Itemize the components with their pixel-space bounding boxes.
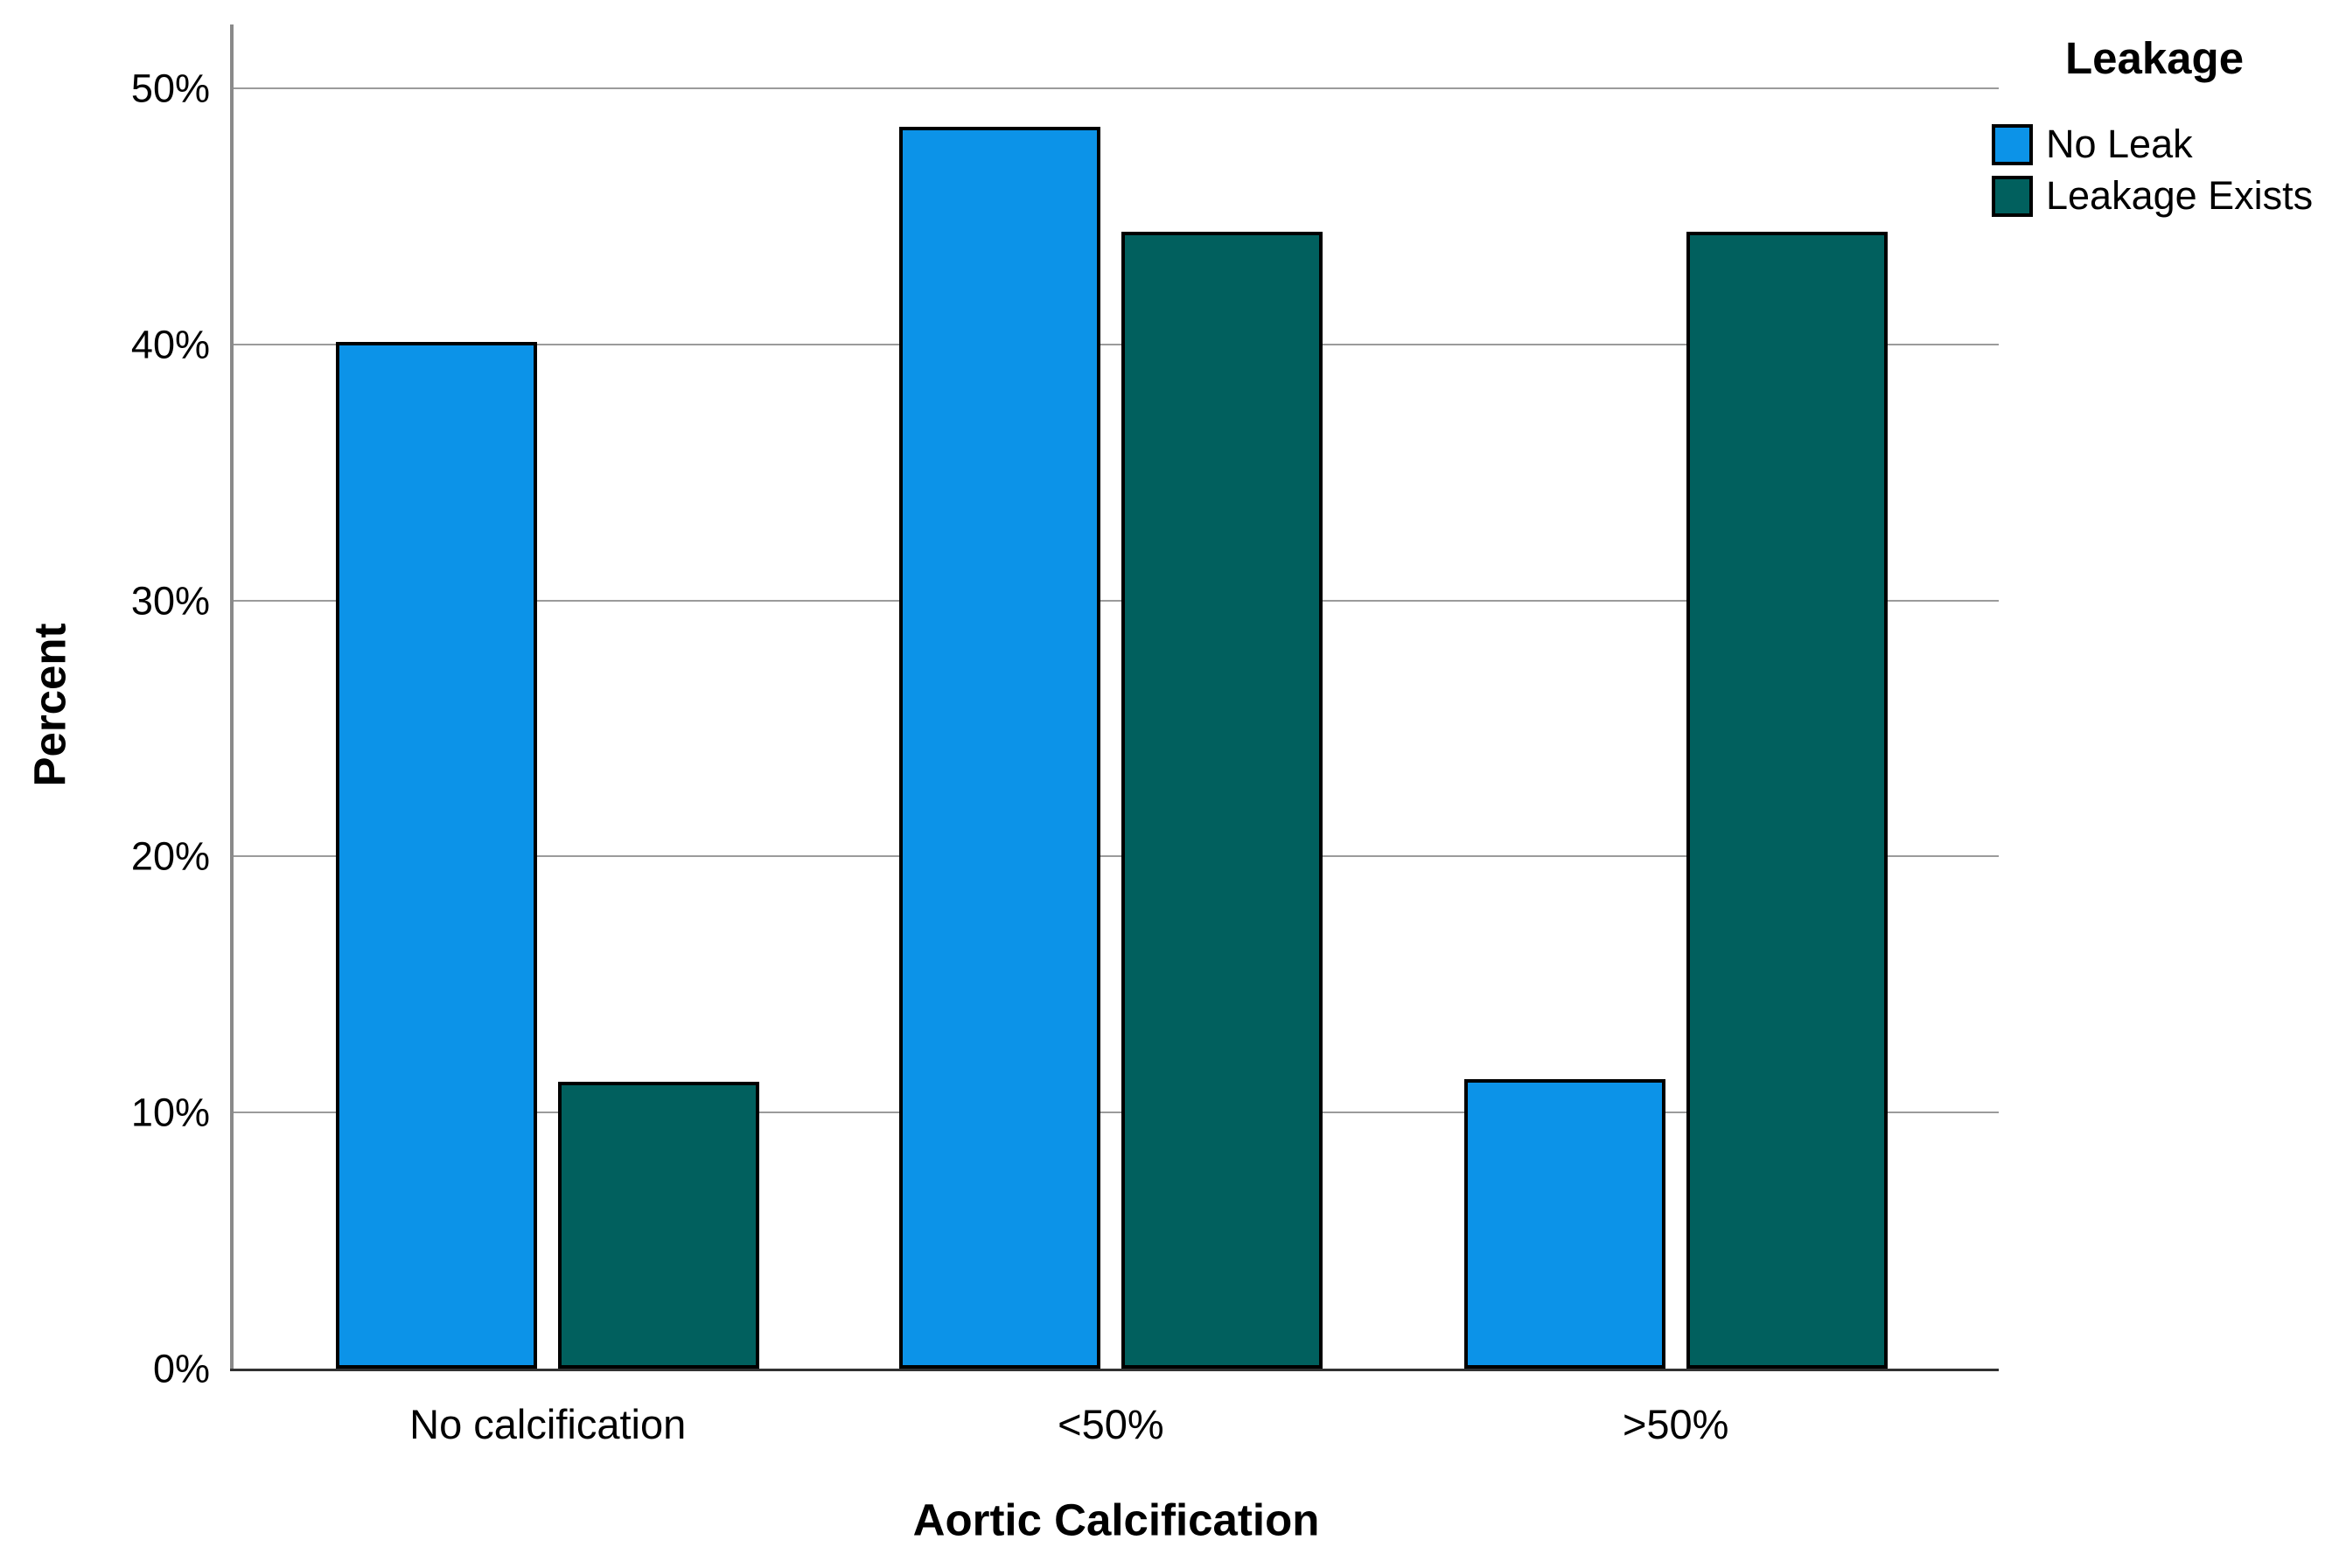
legend: Leakage No Leak Leakage Exists — [1992, 33, 2317, 226]
y-tick-label: 30% — [130, 578, 210, 624]
legend-item: No Leak — [1992, 122, 2317, 166]
y-tick-label: 40% — [130, 322, 210, 367]
legend-item-label: Leakage Exists — [2046, 173, 2314, 218]
legend-items: No Leak Leakage Exists — [1992, 122, 2317, 218]
gridline — [234, 855, 1999, 858]
y-axis-title: Percent — [24, 623, 75, 787]
bar-no-leak — [898, 127, 1100, 1369]
legend-item: Leakage Exists — [1992, 174, 2317, 218]
bar-no-leak — [336, 342, 538, 1369]
plot-area — [230, 24, 1999, 1371]
y-tick-label: 50% — [130, 66, 210, 111]
y-axis-line — [230, 24, 234, 1369]
legend-item-label: No Leak — [2046, 122, 2193, 166]
y-tick-label: 20% — [130, 833, 210, 879]
gridline — [234, 343, 1999, 345]
legend-swatch-icon — [1992, 175, 2033, 217]
gridline — [234, 599, 1999, 602]
x-axis-title: Aortic Calcification — [912, 1495, 1320, 1545]
legend-swatch-icon — [1992, 123, 2033, 165]
bar-no-leak — [1463, 1079, 1665, 1369]
legend-title: Leakage — [2064, 33, 2245, 83]
bar-leakage-exists — [1121, 232, 1323, 1369]
bar-leakage-exists — [558, 1082, 760, 1369]
x-axis-line — [230, 1369, 1999, 1371]
y-tick-label: 0% — [152, 1346, 210, 1391]
y-tick-label: 10% — [130, 1090, 210, 1135]
gridline — [234, 87, 1999, 90]
x-tick-label: No calcification — [409, 1401, 687, 1447]
bar-leakage-exists — [1686, 232, 1888, 1369]
x-tick-label: <50% — [1058, 1401, 1164, 1447]
x-tick-label: >50% — [1622, 1401, 1729, 1447]
gridline — [234, 1112, 1999, 1114]
